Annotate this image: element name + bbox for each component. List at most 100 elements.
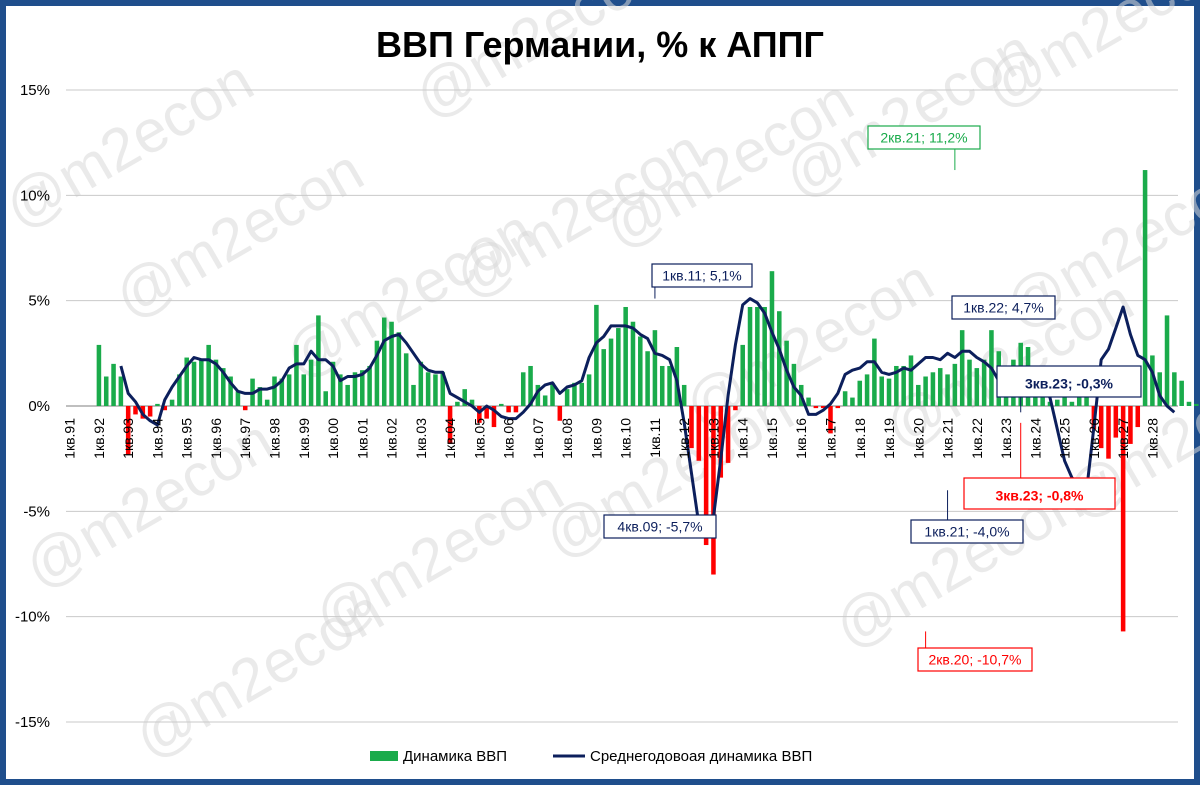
x-tick-label: 1кв.05 <box>471 418 487 459</box>
watermark-text: @m2econ <box>123 576 394 771</box>
bar <box>813 406 819 409</box>
bar <box>952 363 958 406</box>
y-tick-label: -10% <box>15 609 50 626</box>
bar <box>294 344 299 406</box>
x-tick-label: 1кв.03 <box>413 418 429 459</box>
bar <box>1113 406 1119 438</box>
bar <box>1055 399 1060 406</box>
bar <box>608 338 614 406</box>
bar <box>1157 372 1162 406</box>
bar <box>711 406 716 575</box>
x-tick-label: 1кв.99 <box>296 418 312 459</box>
x-tick-label: 1кв.07 <box>530 418 546 459</box>
bar <box>308 359 314 406</box>
bar <box>1179 380 1184 406</box>
bar <box>264 399 270 406</box>
bar <box>118 376 124 406</box>
bar <box>959 330 965 406</box>
bar <box>374 340 380 406</box>
bar <box>894 365 899 406</box>
bar <box>425 372 431 406</box>
annotation-label: 2кв.20; -10,7% <box>929 652 1022 668</box>
chart-title: ВВП Германии, % к АППГ <box>376 24 824 65</box>
bar <box>301 374 307 406</box>
y-tick-label: 15% <box>20 82 50 99</box>
bar <box>755 306 760 406</box>
bar <box>499 403 504 406</box>
bar <box>433 374 438 406</box>
bar <box>235 391 241 406</box>
bar <box>572 382 577 406</box>
bar <box>125 406 131 455</box>
bar <box>835 406 841 409</box>
bar <box>696 406 702 461</box>
bar <box>169 399 175 406</box>
y-tick-label: 0% <box>28 398 50 415</box>
bar <box>1194 403 1199 406</box>
watermark-text: @m2econ <box>403 0 674 131</box>
x-tick-label: 1кв.19 <box>881 418 897 459</box>
bar <box>286 374 292 406</box>
bar <box>411 384 416 406</box>
bar <box>769 271 775 406</box>
bar <box>542 395 548 406</box>
bar <box>564 389 570 406</box>
bar <box>1106 406 1111 459</box>
annotation-box <box>651 263 753 288</box>
bar <box>945 374 950 406</box>
bar <box>177 374 182 406</box>
bar <box>718 406 724 478</box>
bar <box>447 406 453 444</box>
bar <box>864 374 870 406</box>
x-tick-label: 1кв.25 <box>1057 418 1073 459</box>
x-tick-label: 1кв.09 <box>588 418 604 459</box>
bar <box>703 406 709 546</box>
bar <box>630 321 636 406</box>
bar <box>1128 406 1133 444</box>
x-tick-label: 1кв.98 <box>267 418 283 459</box>
x-tick-label: 1кв.10 <box>618 418 634 459</box>
bar <box>930 372 936 406</box>
annotation-label: 3кв.23; -0,3% <box>1025 376 1114 392</box>
bar <box>111 363 116 406</box>
bar <box>616 328 621 406</box>
bar <box>367 365 372 406</box>
bar <box>638 336 643 406</box>
bar <box>228 376 233 406</box>
annotation-box <box>603 514 717 539</box>
bar <box>557 406 563 421</box>
bar <box>162 406 168 411</box>
x-tick-label: 1кв.13 <box>705 418 721 459</box>
annotation-box <box>996 365 1142 398</box>
bar <box>777 311 782 406</box>
x-tick-label: 1кв.27 <box>1115 418 1131 459</box>
bar <box>623 306 628 406</box>
bar <box>206 344 211 406</box>
bar <box>418 361 424 406</box>
legend-label-line: Среднегодовоая динамика ВВП <box>590 748 812 765</box>
x-tick-label: 1кв.06 <box>501 418 517 459</box>
x-axis-ticks: 1кв.91 1кв.92 1кв.93 1кв.94 1кв.95 1кв.96 1кв.… <box>62 418 1161 459</box>
bar <box>184 357 189 406</box>
bar <box>937 368 943 406</box>
bar <box>506 406 511 413</box>
bar <box>908 355 914 406</box>
bar <box>1150 355 1155 406</box>
bar <box>1142 170 1148 406</box>
x-tick-label: 1кв.18 <box>852 418 868 459</box>
bar <box>820 406 826 409</box>
annotation-box <box>963 477 1116 510</box>
bar <box>360 370 365 406</box>
bar <box>1186 401 1192 406</box>
bar <box>191 361 197 406</box>
annotation-label: 3кв.23; -0,8% <box>996 488 1085 504</box>
bar <box>886 378 892 406</box>
annotation-label: 1кв.11; 5,1% <box>662 268 741 284</box>
bar <box>389 321 394 406</box>
bar <box>528 365 533 406</box>
bar <box>1164 315 1170 406</box>
x-tick-label: 1кв.14 <box>735 418 751 459</box>
bar <box>455 401 460 406</box>
bar <box>1172 372 1177 406</box>
